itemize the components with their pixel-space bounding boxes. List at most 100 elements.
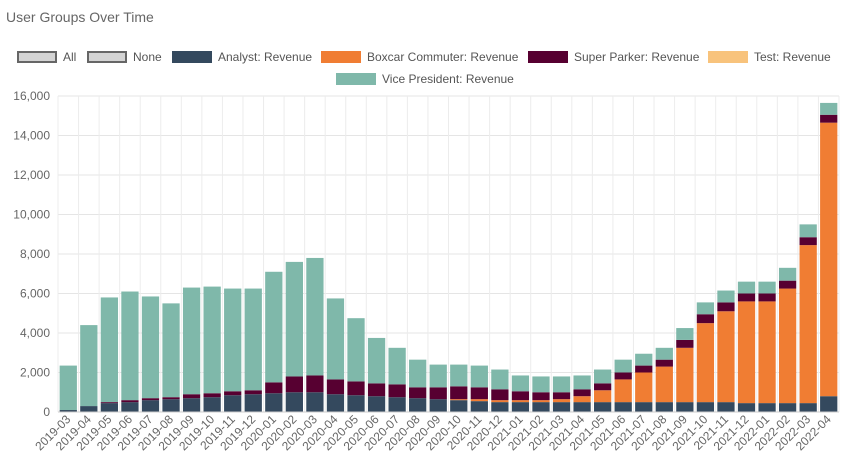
- bar-segment-analyst: [182, 398, 201, 412]
- bar-segment-super-parker: [326, 379, 345, 395]
- bar-segment-vice-president: [491, 369, 509, 390]
- bar-segment-boxcar-commuter: [450, 399, 468, 401]
- legend-swatch-boxcar-commuter: [321, 51, 361, 63]
- bar-segment-vice-president: [162, 303, 180, 398]
- bar-segment-vice-president: [511, 375, 530, 392]
- bar-segment-vice-president: [80, 325, 98, 407]
- bar-segment-super-parker: [655, 359, 673, 367]
- bar-segment-analyst: [737, 403, 756, 412]
- bar-segment-analyst: [244, 394, 262, 412]
- bar-segment-super-parker: [429, 387, 447, 400]
- bar-segment-super-parker: [635, 365, 653, 373]
- bar-segment-super-parker: [552, 392, 571, 400]
- bar-segment-super-parker: [532, 392, 550, 401]
- bar-segment-super-parker: [758, 293, 776, 302]
- bar-segment-analyst: [450, 400, 468, 412]
- bar-segment-boxcar-commuter: [573, 396, 591, 403]
- bar-segment-super-parker: [409, 387, 427, 399]
- legend-label-analyst: Analyst: Revenue: [218, 50, 313, 64]
- bar-segment-vice-president: [532, 376, 550, 393]
- bar-segment-vice-president: [676, 328, 694, 340]
- legend-label-super-parker: Super Parker: Revenue: [574, 50, 700, 64]
- bar-segment-analyst: [573, 402, 591, 412]
- bar-segment-super-parker: [737, 293, 756, 302]
- bar-segment-super-parker: [285, 376, 303, 393]
- bar-segment-boxcar-commuter: [758, 301, 776, 404]
- bar-segment-vice-president: [470, 365, 488, 388]
- bar-segment-super-parker: [614, 372, 632, 380]
- bar-segment-super-parker: [100, 402, 119, 404]
- legend-all-toggle[interactable]: All: [17, 50, 76, 64]
- legend-label-boxcar-commuter: Boxcar Commuter: Revenue: [367, 50, 519, 64]
- bar-segment-vice-president: [224, 288, 242, 392]
- y-tick-label: 6,000: [20, 287, 50, 301]
- bar-segment-vice-president: [799, 224, 817, 238]
- bar-segment-boxcar-commuter: [594, 390, 612, 403]
- bar-segment-analyst: [532, 402, 550, 412]
- legend-none-label: None: [133, 50, 162, 64]
- bar-segment-boxcar-commuter: [799, 245, 817, 404]
- bar-segment-boxcar-commuter: [696, 323, 715, 403]
- bar-segment-vice-president: [347, 318, 365, 382]
- bar-segment-super-parker: [450, 386, 468, 400]
- bar-segment-super-parker: [141, 398, 160, 401]
- bar-segment-vice-president: [450, 364, 468, 387]
- bar-segment-analyst: [635, 402, 653, 412]
- legend-swatch-super-parker: [528, 51, 568, 63]
- bar-segment-super-parker: [676, 339, 694, 348]
- bar-segment-vice-president: [717, 290, 735, 303]
- bar-segment-vice-president: [59, 365, 77, 411]
- bar-segment-analyst: [224, 395, 242, 412]
- bar-segment-analyst: [470, 401, 488, 412]
- bar-segment-analyst: [203, 397, 221, 412]
- bar-segment-super-parker: [470, 387, 488, 400]
- legend-all-label: All: [63, 50, 77, 64]
- legend-all-swatch: [17, 51, 57, 63]
- legend-item-analyst[interactable]: Analyst: Revenue: [172, 50, 312, 64]
- legend-item-boxcar-commuter[interactable]: Boxcar Commuter: Revenue: [321, 50, 518, 64]
- bar-segment-boxcar-commuter: [552, 399, 571, 403]
- bar-segment-vice-president: [758, 281, 776, 294]
- legend-label-vice-president: Vice President: Revenue: [382, 72, 514, 86]
- bar-segment-vice-president: [326, 298, 345, 380]
- bar-segment-boxcar-commuter: [470, 399, 488, 402]
- bar-segment-analyst: [614, 402, 632, 412]
- chart-title: User Groups Over Time: [6, 9, 154, 25]
- bar-segment-super-parker: [182, 394, 201, 399]
- bar-segment-super-parker: [696, 314, 715, 324]
- bar-segment-analyst: [594, 402, 612, 412]
- legend-item-super-parker[interactable]: Super Parker: Revenue: [528, 50, 699, 64]
- bar-segment-analyst: [141, 400, 160, 412]
- bar-segment-analyst: [409, 398, 427, 412]
- bar-segment-vice-president: [367, 337, 386, 384]
- bar-segment-analyst: [59, 410, 77, 412]
- legend-swatch-test: [708, 51, 748, 63]
- legend-item-vice-president[interactable]: Vice President: Revenue: [336, 72, 514, 86]
- bar-segment-super-parker: [347, 381, 365, 396]
- bar-segment-super-parker: [244, 390, 262, 395]
- bar-segment-super-parker: [367, 383, 386, 397]
- bar-segment-analyst: [306, 392, 324, 412]
- bar-segment-super-parker: [491, 389, 509, 401]
- legend-label-test: Test: Revenue: [754, 50, 831, 64]
- bar-segment-boxcar-commuter: [655, 366, 673, 403]
- bar-segment-analyst: [491, 402, 509, 412]
- legend-none-toggle[interactable]: None: [87, 50, 162, 64]
- bar-segment-vice-president: [244, 288, 262, 391]
- legend-item-test[interactable]: Test: Revenue: [708, 50, 831, 64]
- legend: All None Analyst: Revenue Boxcar Commute…: [0, 50, 849, 90]
- bar-segment-super-parker: [820, 114, 838, 123]
- bar-segment-analyst: [326, 394, 345, 412]
- bar-segment-boxcar-commuter: [717, 311, 735, 403]
- bar-segment-analyst: [429, 399, 447, 412]
- bar-segment-vice-president: [552, 376, 571, 393]
- bar-segment-vice-president: [100, 297, 119, 403]
- bar-segment-analyst: [511, 402, 530, 412]
- bar-segment-super-parker: [203, 393, 221, 398]
- y-tick-label: 2,000: [20, 366, 50, 380]
- bar-segment-vice-president: [778, 267, 797, 281]
- bar-segment-vice-president: [265, 271, 283, 383]
- bar-segment-vice-president: [594, 369, 612, 384]
- bar-segment-vice-president: [203, 286, 221, 394]
